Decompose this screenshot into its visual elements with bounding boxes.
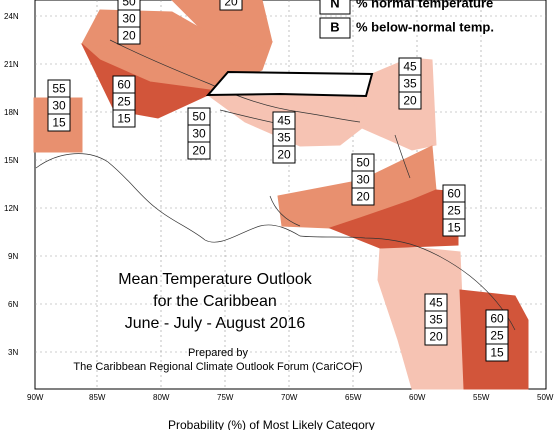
- probability-value: 35: [429, 313, 443, 327]
- lat-label: 3N: [8, 348, 18, 357]
- probability-value: 50: [356, 156, 370, 170]
- footer-caption: Probability (%) of Most Likely Category: [168, 418, 375, 430]
- lon-label: 60W: [409, 393, 426, 402]
- lon-label: 65W: [345, 393, 362, 402]
- region-outline-hispaniola: [205, 70, 374, 98]
- probability-box-cuba-west: 60 25 15: [112, 75, 136, 128]
- probability-value: 20: [356, 190, 370, 204]
- probability-value: 15: [52, 116, 66, 130]
- probability-value: 50: [122, 0, 136, 9]
- probability-cell: [112, 109, 136, 128]
- probability-value: 20: [403, 94, 417, 108]
- probability-box-hispaniola: 45 35 20: [272, 111, 296, 164]
- probability-value: 30: [52, 99, 66, 113]
- latitude-labels: 24N 21N 18N 15N 12N 9N 6N 3N: [4, 12, 19, 357]
- probability-value: 15: [490, 346, 504, 360]
- prepared-line: Prepared by: [188, 347, 248, 359]
- title-line: Mean Temperature Outlook: [118, 271, 313, 288]
- probability-cell: [442, 218, 466, 237]
- probability-value: 25: [447, 204, 461, 218]
- legend-key-below: B: [330, 19, 339, 34]
- probability-value: 30: [192, 127, 206, 141]
- lat-label: 24N: [4, 12, 19, 21]
- lon-label: 75W: [217, 393, 234, 402]
- probability-value: 30: [356, 173, 370, 187]
- lat-label: 9N: [8, 252, 18, 261]
- probability-box-west-isolated: 55 30 15: [47, 79, 71, 132]
- probability-value: 20: [122, 29, 136, 43]
- probability-cell: [219, 0, 243, 11]
- probability-box-top-right: 20: [219, 0, 243, 11]
- legend-key-box: [319, 17, 351, 39]
- probability-value: 15: [447, 221, 461, 235]
- legend-key-box: [319, 0, 351, 15]
- lon-label: 80W: [153, 393, 170, 402]
- prepared-by: Prepared by The Caribbean Regional Clima…: [73, 347, 362, 373]
- probability-cell: [485, 343, 509, 362]
- lon-label: 70W: [281, 393, 298, 402]
- probability-cell: [272, 145, 296, 164]
- probability-box-southern-lesser-antilles: 60 25 15: [442, 184, 466, 237]
- probability-value: 60: [447, 187, 461, 201]
- probability-value: 30: [122, 12, 136, 26]
- probability-value: 20: [192, 144, 206, 158]
- probability-value: 55: [52, 82, 66, 96]
- probability-value: 25: [490, 329, 504, 343]
- lon-label: 85W: [89, 393, 106, 402]
- lat-label: 21N: [4, 60, 19, 69]
- legend-key-normal: N: [330, 0, 339, 10]
- probability-cell: [398, 91, 422, 110]
- lat-label: 18N: [4, 108, 19, 117]
- probability-box-guianas-east: 60 25 15: [485, 309, 509, 362]
- probability-value: 20: [429, 330, 443, 344]
- probability-cell: [47, 113, 71, 132]
- probability-value: 45: [429, 296, 443, 310]
- legend-text-below: % below-normal temp.: [356, 19, 494, 34]
- lat-label: 6N: [8, 300, 18, 309]
- map-title: Mean Temperature Outlook for the Caribbe…: [118, 271, 313, 332]
- probability-value: 50: [192, 110, 206, 124]
- probability-cell: [424, 327, 448, 346]
- lon-label: 90W: [27, 393, 44, 402]
- lat-label: 15N: [4, 156, 19, 165]
- title-line: June - July - August 2016: [125, 315, 306, 332]
- lon-label: 50W: [537, 393, 554, 402]
- legend: N % normal temperature B % below-normal …: [319, 0, 494, 39]
- lat-label: 12N: [4, 204, 19, 213]
- probability-value: 45: [277, 114, 291, 128]
- probability-value: 35: [403, 77, 417, 91]
- probability-cell: [117, 26, 141, 45]
- lon-label: 55W: [473, 393, 490, 402]
- legend-text-normal: % normal temperature: [356, 0, 493, 10]
- probability-value: 60: [490, 312, 504, 326]
- probability-value: 25: [117, 95, 131, 109]
- probability-cell: [187, 141, 211, 160]
- probability-box-jamaica: 50 30 20: [187, 107, 211, 160]
- probability-value: 20: [277, 148, 291, 162]
- probability-value: 15: [117, 112, 131, 126]
- probability-cell: [351, 187, 375, 206]
- title-line: for the Caribbean: [153, 293, 277, 310]
- coastlines: [35, 39, 516, 331]
- longitude-labels: 90W 85W 80W 75W 70W 65W 60W 55W 50W: [27, 393, 554, 402]
- probability-value: 35: [277, 131, 291, 145]
- probability-value: 45: [403, 60, 417, 74]
- probability-box-guianas-west: 45 35 20: [424, 293, 448, 346]
- probability-box-top-center: 50 30 20: [117, 0, 141, 45]
- probability-value: 60: [117, 78, 131, 92]
- probability-box-lesser-antilles-north: 45 35 20: [398, 57, 422, 110]
- probability-box-central-caribbean: 50 30 20: [351, 153, 375, 206]
- prepared-line: The Caribbean Regional Climate Outlook F…: [73, 361, 362, 373]
- probability-value: 20: [224, 0, 238, 9]
